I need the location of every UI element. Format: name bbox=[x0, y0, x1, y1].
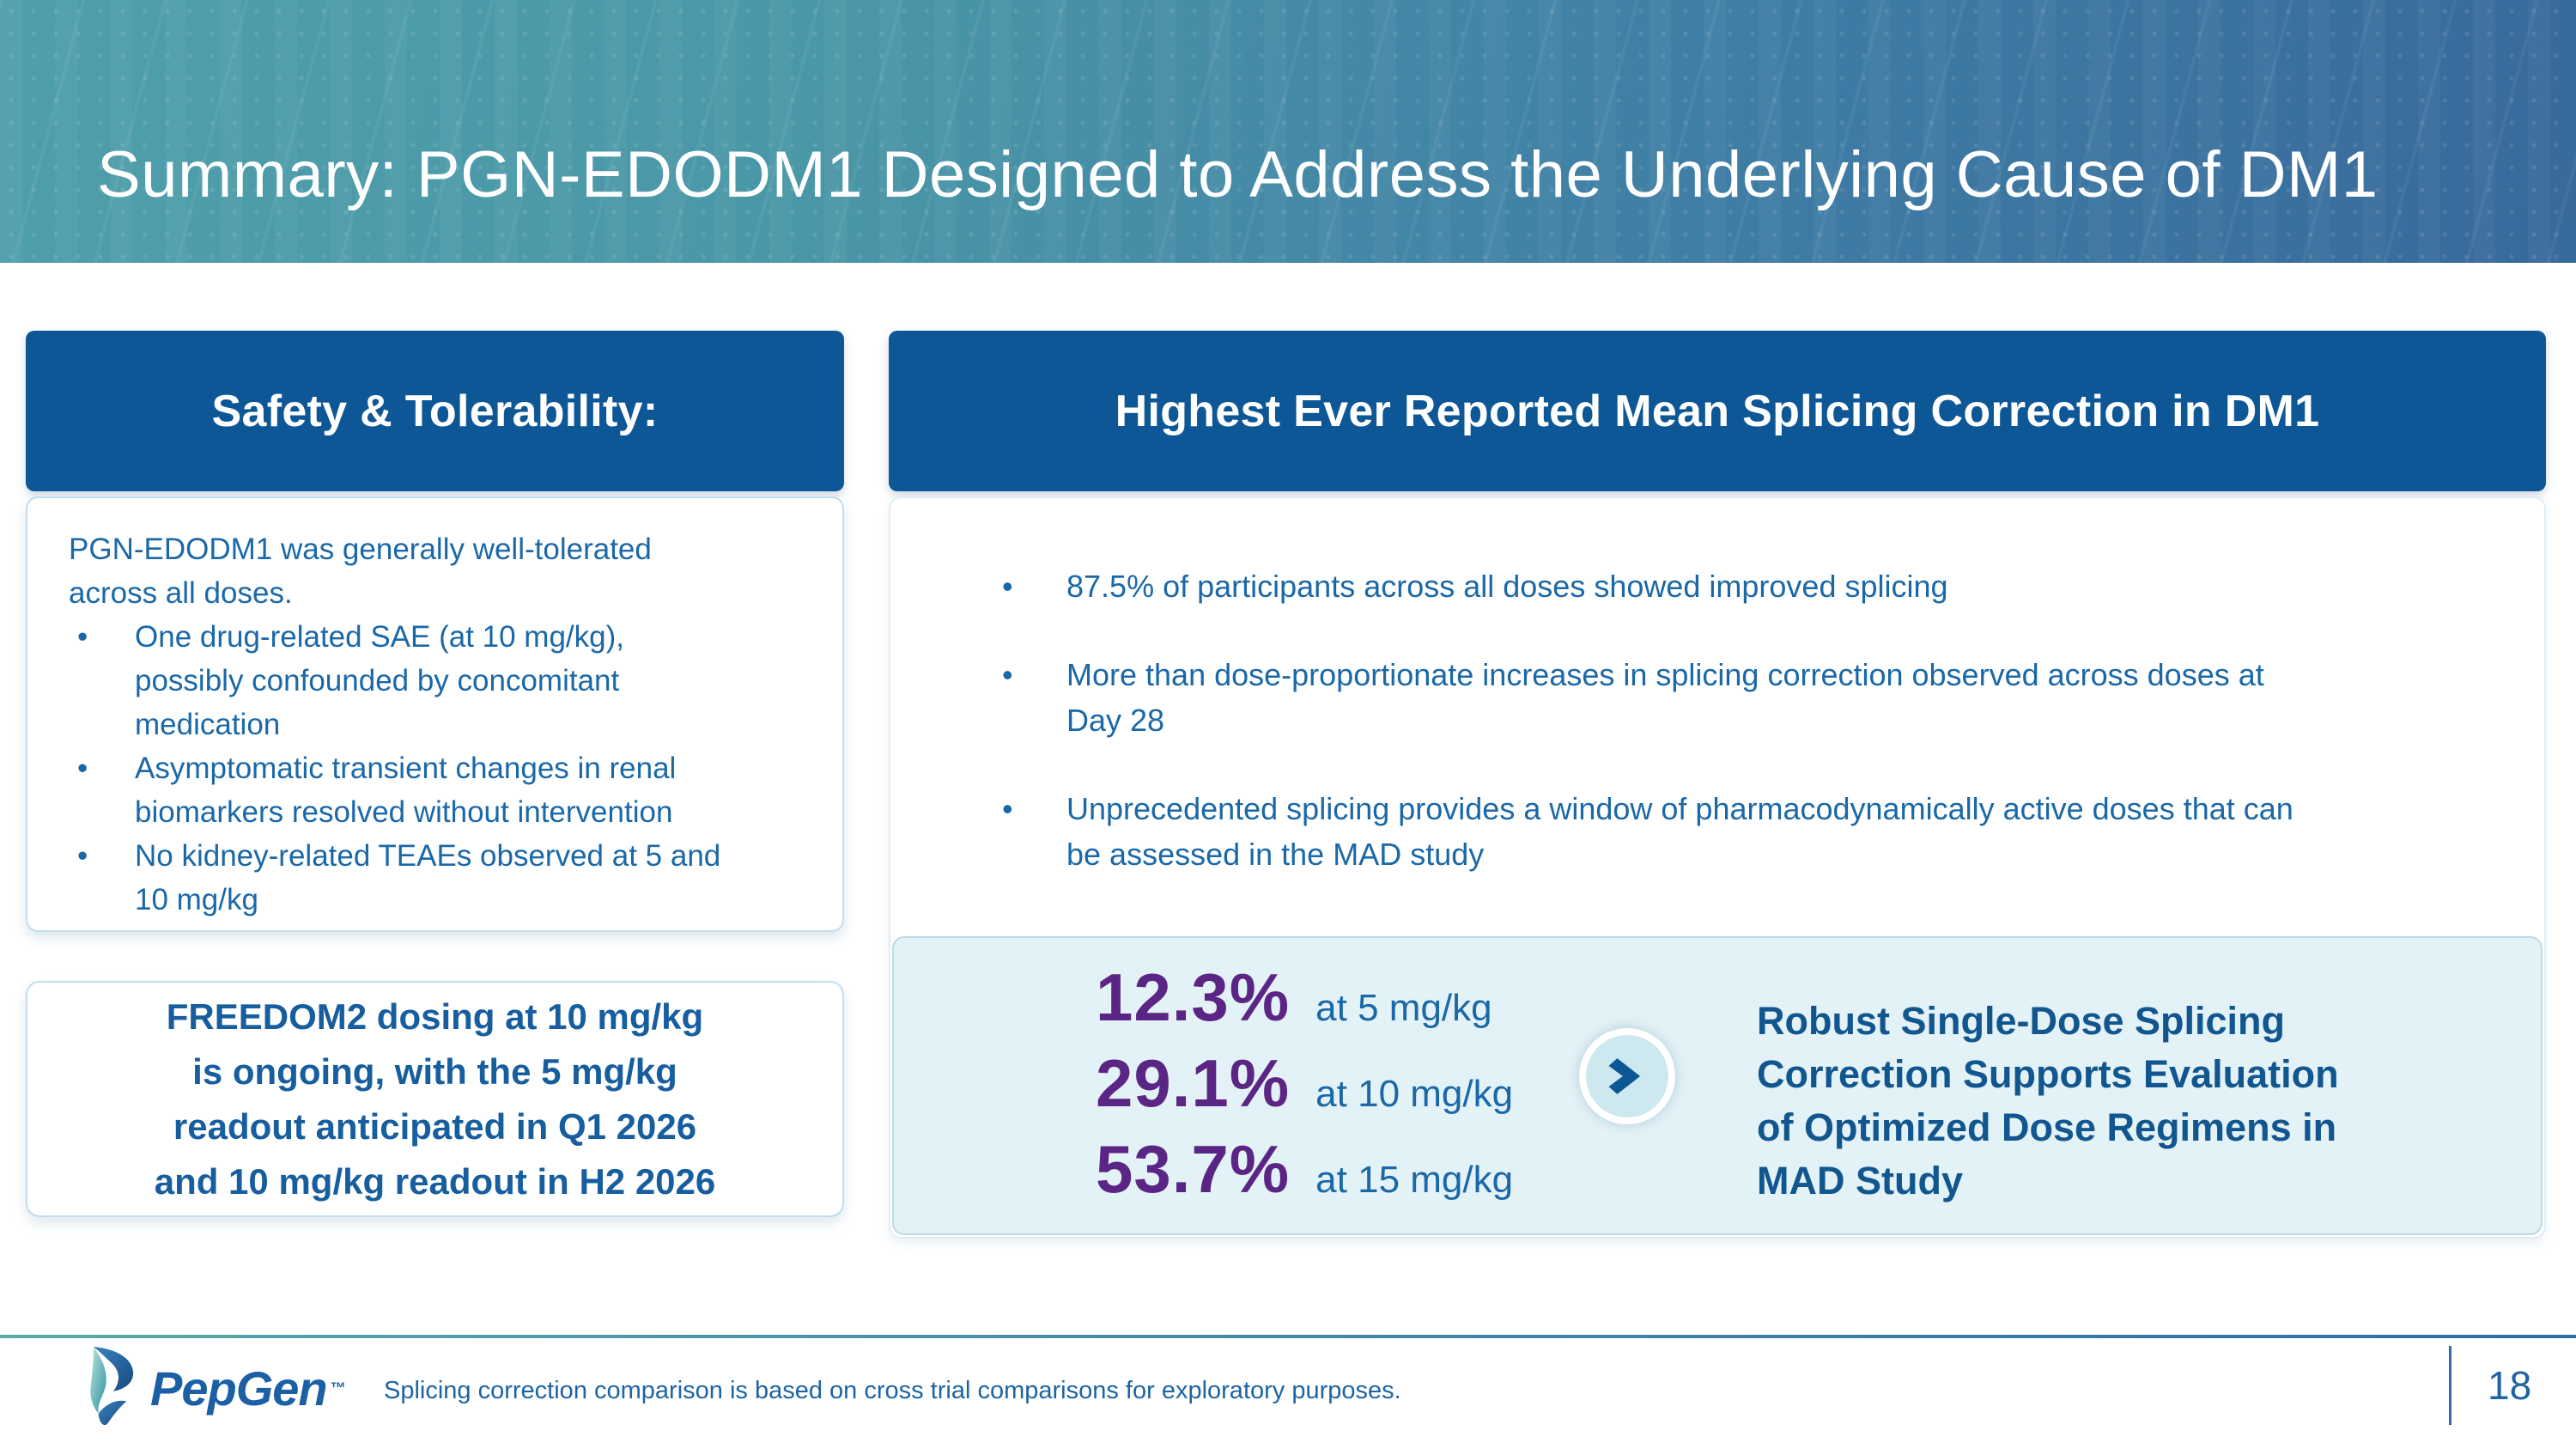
trademark-symbol: ™ bbox=[330, 1379, 346, 1397]
splicing-bullet: 87.5% of participants across all doses s… bbox=[1002, 563, 2294, 609]
freedom2-status-text: FREEDOM2 dosing at 10 mg/kg is ongoing, … bbox=[155, 989, 716, 1209]
freedom2-line: readout anticipated in Q1 2026 bbox=[173, 1105, 697, 1147]
footnote-text: Splicing correction comparison is based … bbox=[384, 1377, 1401, 1404]
page-number: 18 bbox=[2488, 1363, 2532, 1408]
freedom2-line: FREEDOM2 dosing at 10 mg/kg bbox=[166, 995, 704, 1037]
splicing-result-row: 29.1% at 10 mg/kg bbox=[1096, 1044, 1513, 1130]
splicing-bullet: Unprecedented splicing provides a window… bbox=[1002, 786, 2294, 877]
splicing-panel-body: 87.5% of participants across all doses s… bbox=[889, 496, 2546, 1239]
pepgen-wordmark: PepGen bbox=[150, 1361, 328, 1416]
result-value: 53.7% bbox=[1096, 1131, 1291, 1207]
safety-panel-header: Safety & Tolerability: bbox=[26, 331, 844, 491]
result-value: 12.3% bbox=[1096, 959, 1291, 1035]
safety-panel-body: PGN-EDODM1 was generally well-tolerated … bbox=[26, 496, 844, 932]
splicing-results-box: 12.3% at 5 mg/kg 29.1% at 10 mg/kg 53.7%… bbox=[892, 936, 2543, 1235]
safety-intro-text: PGN-EDODM1 was generally well-tolerated … bbox=[69, 533, 652, 610]
splicing-panel-header: Highest Ever Reported Mean Splicing Corr… bbox=[889, 331, 2546, 491]
splicing-result-row: 53.7% at 15 mg/kg bbox=[1096, 1130, 1513, 1216]
safety-bullet: Asymptomatic transient changes in renal … bbox=[69, 746, 721, 834]
safety-bullet: No kidney-related TEAEs observed at 5 an… bbox=[69, 834, 721, 922]
conclusion-line: of Optimized Dose Regimens in bbox=[1757, 1105, 2337, 1149]
pepgen-logo: PepGen ™ bbox=[88, 1347, 346, 1429]
splicing-bullet: More than dose-proportionate increases i… bbox=[1002, 652, 2294, 743]
splicing-result-row: 12.3% at 5 mg/kg bbox=[1096, 959, 1513, 1044]
safety-panel-title: Safety & Tolerability: bbox=[211, 386, 659, 436]
conclusion-text: Robust Single-Dose Splicing Correction S… bbox=[1757, 995, 2339, 1208]
conclusion-line: Correction Supports Evaluation bbox=[1757, 1052, 2339, 1096]
freedom2-line: is ongoing, with the 5 mg/kg bbox=[192, 1050, 677, 1092]
splicing-panel-title: Highest Ever Reported Mean Splicing Corr… bbox=[1115, 386, 2320, 436]
safety-bullet: One drug-related SAE (at 10 mg/kg), poss… bbox=[69, 615, 721, 746]
conclusion-line: MAD Study bbox=[1757, 1159, 1963, 1202]
freedom2-status-box: FREEDOM2 dosing at 10 mg/kg is ongoing, … bbox=[26, 981, 844, 1217]
result-value: 29.1% bbox=[1096, 1045, 1291, 1121]
arrow-badge bbox=[1579, 1028, 1675, 1124]
page-number-block: 18 bbox=[2449, 1346, 2531, 1425]
slide-header-band: Summary: PGN-EDODM1 Designed to Address … bbox=[0, 0, 2576, 263]
slide-title: Summary: PGN-EDODM1 Designed to Address … bbox=[97, 138, 2379, 211]
result-dose-label: at 15 mg/kg bbox=[1315, 1159, 1514, 1201]
result-dose-label: at 5 mg/kg bbox=[1315, 987, 1492, 1029]
freedom2-line: and 10 mg/kg readout in H2 2026 bbox=[154, 1160, 716, 1202]
splicing-bullet-list: 87.5% of participants across all doses s… bbox=[890, 498, 2544, 877]
splicing-results-list: 12.3% at 5 mg/kg 29.1% at 10 mg/kg 53.7%… bbox=[1096, 959, 1513, 1216]
conclusion-line: Robust Single-Dose Splicing bbox=[1757, 999, 2286, 1043]
chevron-right-icon bbox=[1608, 1058, 1641, 1094]
pepgen-logo-icon bbox=[90, 1347, 134, 1426]
safety-bullet-list: One drug-related SAE (at 10 mg/kg), poss… bbox=[69, 615, 721, 922]
result-dose-label: at 10 mg/kg bbox=[1315, 1073, 1514, 1115]
footer-divider bbox=[0, 1335, 2576, 1338]
page-number-divider bbox=[2449, 1346, 2451, 1425]
